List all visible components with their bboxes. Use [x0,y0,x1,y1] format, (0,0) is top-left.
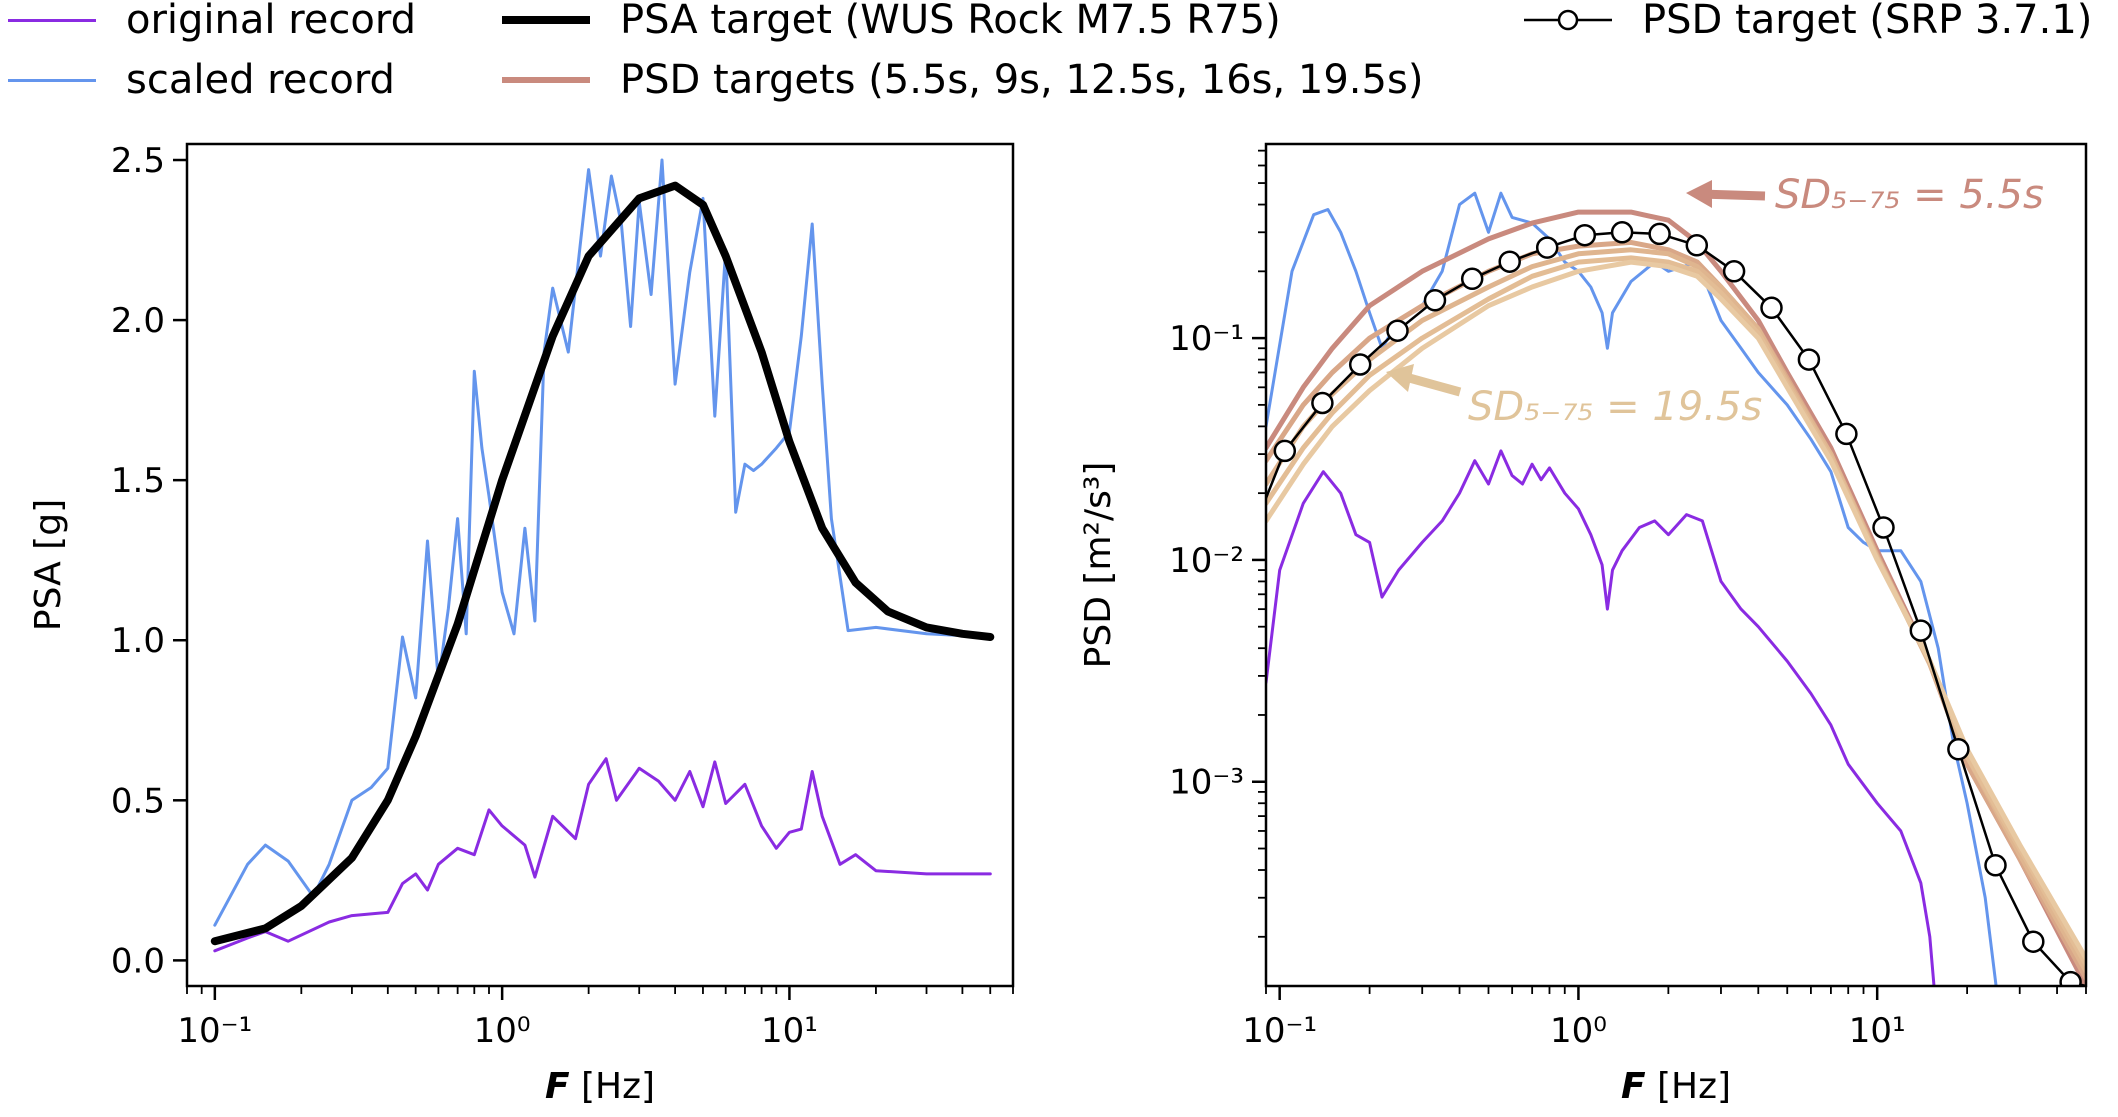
series-line-0-2 [210,181,995,946]
series-line-1-4 [1266,247,2086,974]
legend-swatch-scaled [8,78,96,82]
srp-marker-point [2059,970,2082,986]
srp-marker-point [1909,619,1933,642]
x-tick-label: 10⁰ [474,1011,531,1051]
x-tick-label: 10⁻¹ [177,1011,252,1051]
annotation-5-5s: SD₅₋₇₅ = 5.5s [1686,172,2044,218]
y-tick-label: 2.5 [111,141,165,181]
srp-marker-point [2022,930,2045,953]
srp-marker-point [1797,348,1821,371]
srp-marker-point [1610,221,1634,244]
y-tick-label: 10⁻¹ [1169,319,1244,359]
psa-xlabel: F [Hz] [545,1066,655,1107]
y-tick-label: 1.0 [111,621,165,661]
y-tick-label: 10⁻³ [1169,763,1244,803]
srp-marker-point [1835,422,1858,446]
psa-axes-frame [185,142,1015,988]
srp-marker-point [1760,296,1783,320]
legend-item-psd-srp: PSD target (SRP 3.7.1) [1524,0,2092,48]
x-tick-label: 10¹ [761,1011,818,1051]
legend-label-psa: PSA target (WUS Rock M7.5 R75) [620,0,1281,43]
legend-label-psd-srp: PSD target (SRP 3.7.1) [1642,0,2093,43]
annotation-19-5s: SD₅₋₇₅ = 19.5s [1386,364,1762,430]
srp-marker-point [1498,250,1521,273]
psa-ylabel: PSA [g] [28,499,69,631]
legend-label-original: original record [126,0,416,43]
y-tick-label: 1.5 [111,461,165,501]
srp-marker-point [1685,234,1709,257]
annotation-5-5s-arrowhead [1686,180,1712,208]
legend-label-psd-targets: PSD targets (5.5s, 9s, 12.5s, 16s, 19.5s… [620,57,1424,103]
annotation-19-5s-text: SD₅₋₇₅ = 19.5s [1468,384,1762,430]
srp-marker-point [1535,236,1559,259]
legend-item-original-record: original record [8,0,416,48]
srp-marker-point [1947,738,1970,761]
y-tick-label: 10⁻² [1169,541,1244,581]
psa-chart: 10⁻¹ 10⁰ 10¹ 0.0 0.5 1.0 1.5 2.0 2.5 F [Hz] PSA … [28,141,1015,1107]
srp-marker-point [1423,289,1447,312]
annotation-5-5s-text: SD₅₋₇₅ = 5.5s [1775,172,2044,218]
srp-marker-point [1273,439,1297,463]
x-tick-label: 10⁰ [1550,1011,1607,1051]
srp-marker-point [1722,260,1746,283]
series-line-1-3 [1266,239,2086,981]
series-line-0-1 [213,158,992,927]
y-tick-label: 2.0 [111,301,165,341]
y-tick-label: 0.5 [111,781,165,821]
legend-swatch-psd-srp-marker [1524,9,1612,31]
legend-swatch-psa [502,16,590,24]
psd-ylabel: PSD [m²/s³] [1078,462,1119,669]
psd-ticks: 10⁻¹ 10⁰ 10¹ 10⁻³ 10⁻² 10⁻¹ [1169,149,2087,1051]
psa-plot-area [210,158,995,953]
legend-item-psa-target: PSA target (WUS Rock M7.5 R75) [502,0,1281,48]
series-line-1-0 [1266,449,1936,986]
series-line-1-5 [1266,255,2086,967]
psa-ticks: 10⁻¹ 10⁰ 10¹ 0.0 0.5 1.0 1.5 2.0 2.5 [111,141,1014,1051]
srp-marker-point [1348,353,1372,376]
legend-item-psd-targets: PSD targets (5.5s, 9s, 12.5s, 16s, 19.5s… [502,52,1423,108]
legend-label-scaled: scaled record [126,57,395,103]
psd-chart: 10⁻¹ 10⁰ 10¹ 10⁻³ 10⁻² 10⁻¹ F [Hz] PSD [m²/s³… [1078,142,2088,1107]
legend-item-scaled-record: scaled record [8,52,395,108]
legend-swatch-psd-targets [502,77,590,83]
annotation-19-5s-arrow-shaft [1400,371,1462,397]
srp-marker-point [1648,222,1671,246]
series-line-1-1 [1266,191,1998,986]
legend-swatch-psd-srp [1524,0,1612,40]
srp-marker-point [1984,854,2007,877]
series-line-1-6 [1266,259,2086,961]
srp-marker-point [1386,319,1409,342]
annotation-19-5s-arrowhead [1386,364,1414,392]
legend-swatch-original [8,18,96,22]
psd-xlabel: F [Hz] [1621,1066,1731,1107]
series-line-0-0 [213,757,992,953]
psd-plot-area [1266,191,2086,986]
x-tick-label: 10⁻¹ [1242,1011,1317,1051]
srp-marker-point [1311,391,1334,415]
srp-marker-point [1872,516,1895,539]
srp-marker-point [1573,223,1597,247]
y-tick-label: 0.0 [111,941,165,981]
srp-marker-point [1460,267,1484,291]
x-tick-label: 10¹ [1849,1011,1906,1051]
psd-axes-frame [1264,142,2088,988]
